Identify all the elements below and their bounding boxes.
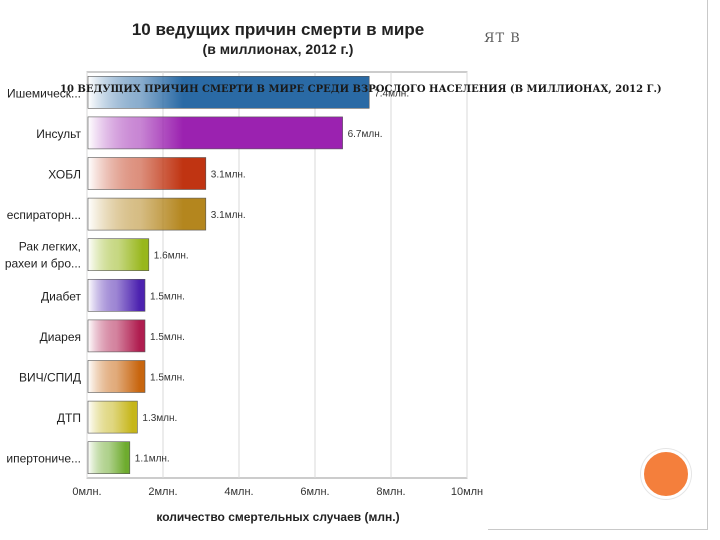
bar-value-label: 3.1млн.	[211, 210, 246, 221]
bar	[87, 157, 207, 190]
x-axis-label: количество смертельных случаев (млн.)	[156, 510, 399, 524]
bar	[87, 197, 207, 231]
bar-value-label: 1.3млн.	[142, 413, 177, 424]
bar-value-label: 1.6млн.	[154, 251, 189, 262]
category-label: ДТП	[57, 411, 81, 425]
x-tick-label: 6млн.	[300, 486, 329, 498]
x-tick-label: 4млн.	[224, 486, 253, 498]
bar-value-label: 6.7млн.	[348, 129, 383, 140]
slide-caption: 10 ВЕДУЩИХ ПРИЧИН СМЕРТИ В МИРЕ СРЕДИ ВЗ…	[60, 84, 662, 95]
category-label: ВИЧ/СПИД	[19, 371, 81, 385]
category-label: Рак легких,	[19, 240, 81, 254]
x-tick-label: 0млн.	[72, 486, 101, 498]
chart-subtitle: (в миллионах, 2012 г.)	[203, 41, 354, 57]
orange-circle-decoration	[641, 449, 691, 499]
bar	[87, 441, 131, 475]
bar-value-label: 1.5млн.	[150, 373, 185, 384]
category-label: ХОБЛ	[48, 168, 81, 182]
bar	[87, 400, 138, 434]
bar	[87, 76, 370, 109]
bar-value-label: 7.4млн.	[374, 88, 409, 99]
category-label: еспираторн...	[7, 208, 81, 222]
chart-title: 10 ведущих причин смерти в мире	[132, 20, 424, 39]
slide-title: ЯТ В	[484, 31, 521, 46]
bar	[87, 238, 150, 271]
category-label: ипертониче...	[6, 452, 81, 466]
x-tick-label: 8млн.	[376, 486, 405, 498]
category-label: рахеи и бро...	[5, 257, 81, 271]
bar-value-label: 1.1млн.	[135, 454, 170, 465]
bar	[87, 319, 146, 353]
bar-value-label: 1.5млн.	[150, 332, 185, 343]
bar-value-label: 1.5млн.	[150, 291, 185, 302]
bar	[87, 360, 146, 393]
category-label: Ишемическ...	[7, 86, 81, 100]
bar-value-label: 3.1млн.	[211, 170, 246, 181]
bar	[87, 116, 343, 150]
x-tick-label: 10млн	[451, 486, 483, 498]
bar	[87, 278, 146, 312]
category-label: Диабет	[41, 289, 82, 303]
category-label: Диарея	[40, 330, 81, 344]
category-label: Инсульт	[36, 127, 81, 141]
x-tick-label: 2млн.	[148, 486, 177, 498]
